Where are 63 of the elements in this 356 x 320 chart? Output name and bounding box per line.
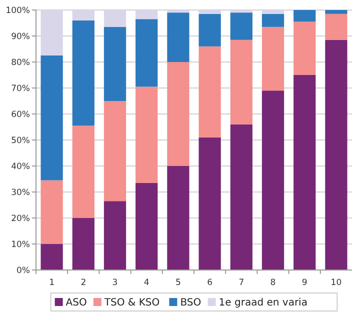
bar [262, 26, 284, 91]
bar [294, 10, 316, 22]
bar [325, 10, 348, 14]
bar [294, 22, 316, 75]
bar [104, 10, 126, 27]
bar [136, 19, 158, 87]
bar [230, 12, 252, 40]
legend-label: BSO [180, 298, 202, 308]
legend-label: 1e graad en varia [218, 298, 308, 308]
bar [230, 124, 252, 270]
bar [72, 20, 94, 126]
x-tick-label: 6 [207, 278, 213, 288]
bar [262, 90, 284, 270]
x-tick-label: 1 [49, 278, 55, 288]
bar [40, 10, 63, 56]
x-tick-label: 10 [330, 278, 342, 288]
y-tick-label: 20% [11, 214, 30, 224]
x-tick-label: 3 [112, 278, 118, 288]
y-tick-label: 90% [11, 32, 30, 42]
bar [325, 14, 348, 40]
legend-label: ASO [66, 298, 87, 308]
bar [230, 40, 252, 124]
x-tick-label: 5 [175, 278, 181, 288]
bar [136, 182, 158, 270]
bar [167, 10, 190, 13]
x-tick-label: 8 [270, 278, 276, 288]
bar [198, 14, 221, 46]
y-tick-label: 60% [11, 110, 30, 120]
bar [262, 14, 284, 27]
bar [167, 166, 190, 270]
x-tick-label: 4 [144, 278, 150, 288]
x-tick-label: 2 [80, 278, 86, 288]
bar [72, 126, 94, 218]
legend-label: TSO & KSO [103, 298, 160, 308]
y-tick-label: 70% [11, 84, 30, 94]
y-tick-label: 80% [11, 58, 30, 68]
bar [262, 10, 284, 14]
bar [325, 40, 348, 270]
y-tick-label: 0% [16, 266, 30, 276]
y-tick-label: 100% [6, 6, 30, 16]
y-tick-label: 30% [11, 188, 30, 198]
x-tick-label: 7 [238, 278, 244, 288]
bar [104, 101, 126, 202]
y-tick-label: 10% [11, 240, 30, 250]
bar [167, 12, 190, 62]
bar [72, 218, 94, 270]
bar [40, 56, 63, 180]
x-tick-label: 9 [302, 278, 308, 288]
bar [40, 244, 63, 270]
y-tick-label: 40% [11, 162, 30, 172]
bar [198, 137, 221, 270]
y-tick-label: 50% [11, 136, 30, 146]
bar [198, 10, 221, 14]
bar [104, 201, 126, 270]
bar [72, 10, 94, 20]
bar [40, 180, 63, 244]
bar [198, 46, 221, 138]
bar [136, 10, 158, 20]
bar [104, 26, 126, 101]
bar [167, 62, 190, 166]
bar [294, 75, 316, 270]
bar [136, 86, 158, 183]
bar [230, 10, 252, 13]
